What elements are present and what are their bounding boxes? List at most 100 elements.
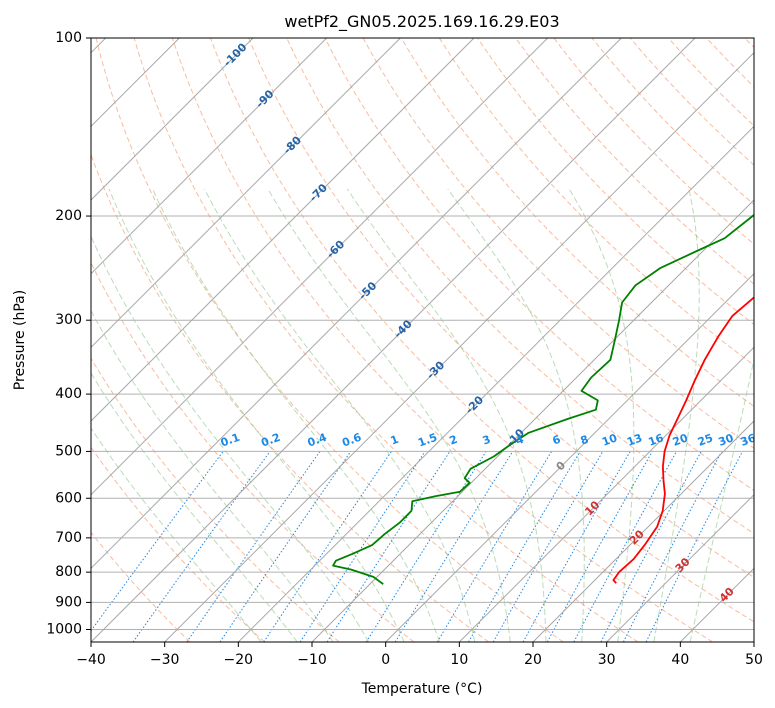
y-tick-label: 200 [55, 208, 82, 224]
mixing-ratio-line [600, 451, 702, 642]
moist-adiabat [91, 372, 298, 642]
temperature-profile-line [612, 296, 754, 584]
mixing-ratio-line [622, 451, 723, 642]
dry-adiabat [629, 38, 754, 166]
moist-adiabat [108, 188, 405, 642]
x-tick-label: 10 [450, 652, 468, 668]
dry-adiabat [438, 38, 754, 366]
isotherm-line [532, 420, 754, 642]
moist-adiabat [152, 188, 440, 642]
isotherm-line [385, 272, 754, 642]
mixing-ratio-label: 4 [514, 433, 526, 448]
moist-adiabat [91, 235, 370, 642]
dry-adiabat [248, 38, 754, 578]
mixing-ratio-line [91, 451, 224, 632]
mixing-ratio-label: 25 [696, 431, 715, 448]
moist-adiabat [568, 188, 635, 642]
mixing-ratio-label: 30 [717, 431, 736, 449]
y-tick-label: 600 [55, 490, 82, 506]
moist-adiabat [203, 188, 476, 642]
dewpoint-profile-line [332, 213, 754, 585]
plot-frame [90, 37, 755, 643]
y-tick-label: 900 [55, 594, 82, 610]
x-tick-label: 50 [745, 652, 763, 668]
dry-adiabat [91, 531, 191, 642]
x-tick-label: −40 [76, 652, 106, 668]
mixing-ratio-label: 0.4 [306, 431, 329, 450]
plot-area [91, 38, 754, 642]
mixing-ratio-label: 36 [739, 431, 758, 449]
moist-adiabat [689, 356, 754, 642]
y-tick-label: 100 [55, 30, 82, 46]
isotherm-line [91, 38, 254, 201]
mixing-ratio-line [573, 451, 677, 642]
mixing-ratio-line [645, 451, 743, 642]
mixing-ratio-line [394, 451, 514, 642]
mixing-ratio-line [436, 451, 553, 642]
y-tick-label: 800 [55, 564, 82, 580]
x-tick-label: 30 [598, 652, 616, 668]
isotherm-line [91, 38, 622, 570]
mixing-ratio-label: 0.2 [259, 431, 282, 450]
y-axis: 100 200 300 400 500 600 700 800 900 1000 [46, 30, 91, 637]
y-axis-title: Pressure (hPa) [12, 290, 28, 390]
y-tick-label: 300 [55, 312, 82, 328]
x-axis: −40 −30 −20 −10 0 10 20 30 40 50 [76, 642, 763, 668]
mixing-ratio-label: 20 [671, 431, 690, 449]
mixing-ratio-label: 16 [647, 431, 666, 449]
mixing-ratio-line [299, 451, 426, 642]
x-tick-label: −20 [224, 652, 254, 668]
mixing-ratio-line [546, 451, 653, 642]
mixing-ratio-label: 3 [481, 433, 493, 448]
isotherm-line [91, 38, 549, 496]
dry-adiabat [95, 38, 564, 642]
y-tick-label: 1000 [46, 621, 82, 637]
dry-adiabat [91, 357, 340, 642]
mixing-ratio-label: 8 [579, 433, 591, 448]
mixing-ratio-line [219, 451, 352, 642]
x-tick-label: 0 [381, 652, 390, 668]
isotherm-line [237, 125, 754, 642]
x-tick-label: 20 [524, 652, 542, 668]
dry-adiabat [553, 38, 754, 245]
mixing-ratio-line [263, 451, 392, 642]
mixing-ratio-line [326, 451, 451, 642]
x-tick-label: −10 [297, 652, 327, 668]
isotherm-line [606, 493, 754, 642]
mixing-ratio-label: 0.6 [340, 431, 363, 450]
dry-adiabat [324, 38, 754, 492]
mixing-ratio-label: 1 [389, 433, 401, 448]
mixing-ratio-line [132, 451, 271, 642]
mixing-ratio-line [186, 451, 321, 642]
isotherm-line [91, 38, 696, 642]
mixing-ratio-label: 2 [448, 433, 460, 448]
isotherm-line [91, 38, 328, 275]
x-axis-title: Temperature (°C) [361, 681, 483, 697]
x-tick-label: −30 [150, 652, 180, 668]
dry-adiabat [362, 38, 754, 449]
dry-adiabat [210, 38, 754, 623]
dry-adiabat [91, 261, 415, 642]
mixing-ratio-label: 1.5 [416, 431, 439, 450]
y-tick-label: 400 [55, 386, 82, 402]
y-tick-label: 500 [55, 443, 82, 459]
isotherm-line [91, 38, 475, 422]
moist-adiabat [91, 427, 262, 642]
mixing-ratio-label: 10 [600, 431, 619, 449]
moist-adiabat [653, 188, 700, 642]
isotherm-line [164, 51, 754, 642]
moist-adiabat [267, 188, 511, 642]
chart-title: wetPf2_GN05.2025.169.16.29.E03 [284, 12, 559, 32]
dry-adiabat [171, 38, 713, 642]
x-tick-label: 40 [671, 652, 689, 668]
y-tick-label: 700 [55, 530, 82, 546]
moist-adiabat [346, 188, 547, 642]
isotherm-line [458, 346, 754, 642]
mixing-ratio-label: 6 [551, 433, 563, 448]
mixing-ratio-label: 13 [625, 431, 644, 448]
mixing-ratio-label: 0.1 [219, 431, 242, 450]
moist-adiabat [91, 309, 334, 642]
isotherm-line [91, 38, 401, 349]
